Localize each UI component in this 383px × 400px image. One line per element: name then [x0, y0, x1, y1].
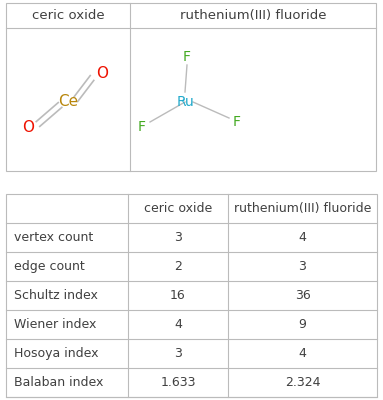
Text: F: F — [138, 120, 146, 134]
Text: O: O — [96, 66, 108, 82]
Text: Wiener index: Wiener index — [14, 318, 97, 331]
Text: 4: 4 — [299, 347, 306, 360]
Text: 1.633: 1.633 — [160, 376, 196, 389]
Text: 4: 4 — [174, 318, 182, 331]
Text: 2.324: 2.324 — [285, 376, 320, 389]
Text: 9: 9 — [299, 318, 306, 331]
Text: 2: 2 — [174, 260, 182, 273]
Text: ruthenium(III) fluoride: ruthenium(III) fluoride — [234, 202, 371, 215]
Text: 4: 4 — [299, 231, 306, 244]
Text: 16: 16 — [170, 289, 186, 302]
Text: 3: 3 — [174, 347, 182, 360]
Text: vertex count: vertex count — [14, 231, 93, 244]
Text: F: F — [183, 50, 191, 64]
Text: 3: 3 — [174, 231, 182, 244]
Text: Schultz index: Schultz index — [14, 289, 98, 302]
Text: O: O — [22, 120, 34, 136]
Text: ruthenium(III) fluoride: ruthenium(III) fluoride — [180, 9, 326, 22]
Text: ceric oxide: ceric oxide — [144, 202, 212, 215]
Text: Ce: Ce — [58, 94, 78, 110]
Text: F: F — [233, 115, 241, 129]
Text: Hosoya index: Hosoya index — [14, 347, 98, 360]
Text: Balaban index: Balaban index — [14, 376, 103, 389]
Text: Ru: Ru — [176, 95, 194, 109]
Text: 36: 36 — [295, 289, 310, 302]
Text: ceric oxide: ceric oxide — [32, 9, 104, 22]
Text: edge count: edge count — [14, 260, 85, 273]
Text: 3: 3 — [299, 260, 306, 273]
